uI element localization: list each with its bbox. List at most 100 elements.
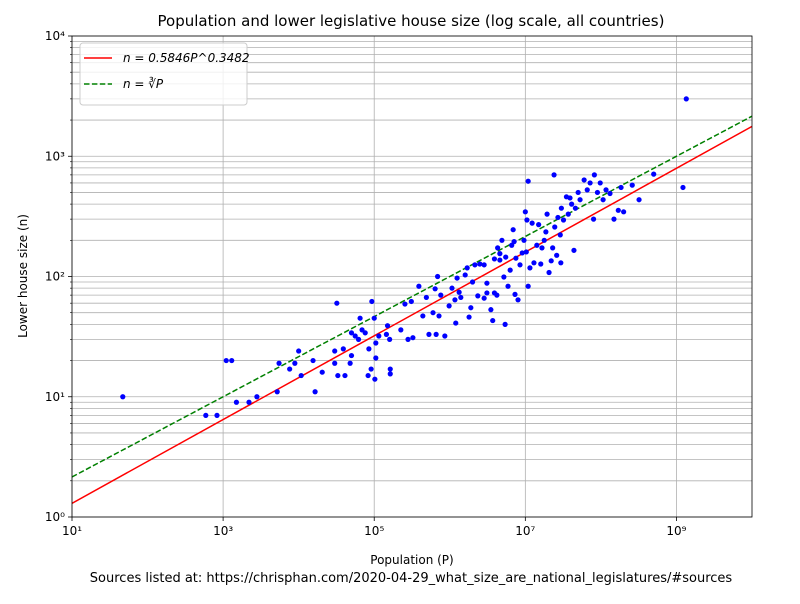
data-point: [680, 184, 686, 191]
data-point: [453, 320, 459, 326]
data-point: [310, 357, 316, 364]
data-point: [319, 369, 325, 375]
data-point: [348, 352, 355, 359]
data-point: [366, 346, 372, 352]
axes-frame: [71, 35, 753, 518]
data-point: [572, 205, 579, 211]
legend-label: n = ∛P: [123, 77, 164, 91]
data-point: [373, 355, 379, 361]
data-point: [543, 229, 549, 235]
data-point: [636, 197, 642, 203]
data-point: [477, 261, 483, 267]
data-point: [368, 366, 374, 372]
data-point: [554, 252, 560, 258]
data-point: [332, 348, 338, 354]
data-point: [481, 295, 487, 301]
data-point: [544, 211, 550, 217]
data-point: [683, 96, 689, 102]
data-point: [565, 211, 571, 217]
plot-area: [72, 96, 752, 504]
data-point: [276, 360, 282, 366]
data-point: [497, 257, 503, 263]
data-point: [372, 376, 378, 382]
data-point: [387, 371, 393, 377]
data-point: [387, 366, 393, 372]
data-point: [541, 237, 547, 243]
data-point: [590, 216, 597, 222]
data-point: [611, 216, 617, 222]
data-point: [548, 258, 554, 264]
data-point: [502, 321, 508, 327]
x-tick-label: 10¹: [62, 524, 82, 538]
data-point: [536, 222, 542, 228]
data-point: [456, 289, 462, 295]
data-point: [398, 327, 404, 333]
data-point: [408, 298, 414, 305]
data-point: [472, 262, 478, 268]
fit-line: [72, 115, 752, 478]
data-point: [466, 314, 472, 320]
y-tick-label: 10²: [45, 270, 65, 284]
data-point: [591, 172, 597, 178]
data-point: [469, 279, 476, 285]
data-point: [524, 217, 530, 223]
data-point: [499, 237, 505, 243]
data-point: [501, 274, 507, 280]
data-point: [365, 372, 371, 379]
legend-label: n = 0.5846P^0.3482: [123, 51, 250, 65]
data-point: [494, 292, 500, 298]
grid: [71, 35, 752, 518]
data-point: [481, 262, 487, 268]
data-point: [438, 292, 444, 298]
data-point: [296, 348, 302, 354]
data-point: [551, 172, 557, 178]
data-point: [497, 251, 503, 257]
data-point: [433, 331, 439, 337]
data-point: [376, 333, 382, 339]
data-point: [517, 262, 523, 268]
data-point: [484, 290, 490, 296]
data-point: [490, 317, 496, 324]
data-point: [214, 412, 220, 418]
data-point: [525, 178, 531, 184]
data-point: [446, 303, 452, 309]
data-point: [362, 330, 368, 336]
data-point: [651, 171, 657, 177]
legend-box: [79, 42, 248, 106]
data-point: [603, 187, 609, 193]
data-point: [597, 180, 603, 186]
data-point: [523, 249, 529, 255]
data-point: [402, 301, 408, 307]
data-point: [505, 283, 511, 289]
data-point: [430, 310, 436, 316]
data-point: [332, 360, 338, 366]
data-point: [521, 237, 527, 243]
data-point: [629, 182, 635, 188]
data-point: [229, 357, 235, 364]
y-tick-label: 10¹: [45, 390, 65, 404]
data-point: [352, 333, 358, 339]
data-point: [503, 254, 509, 260]
data-point: [335, 372, 341, 379]
data-point: [298, 372, 304, 379]
data-point: [491, 256, 498, 262]
x-tick-label: 10⁵: [364, 524, 384, 538]
footnote: Sources listed at: https://chrisphan.com…: [90, 571, 733, 586]
data-point: [567, 195, 573, 201]
data-point: [292, 360, 298, 366]
data-point: [600, 197, 606, 203]
data-point: [373, 340, 379, 346]
fit-line: [72, 125, 752, 504]
data-point: [423, 294, 429, 301]
data-point: [558, 260, 564, 266]
data-point: [552, 224, 558, 230]
data-point: [558, 205, 564, 211]
data-point: [246, 399, 252, 405]
data-point: [435, 273, 441, 280]
y-axis-label: Lower house size (n): [16, 214, 30, 338]
data-point: [560, 217, 567, 223]
data-point: [383, 331, 390, 337]
data-point: [513, 255, 519, 261]
data-point: [475, 293, 481, 299]
